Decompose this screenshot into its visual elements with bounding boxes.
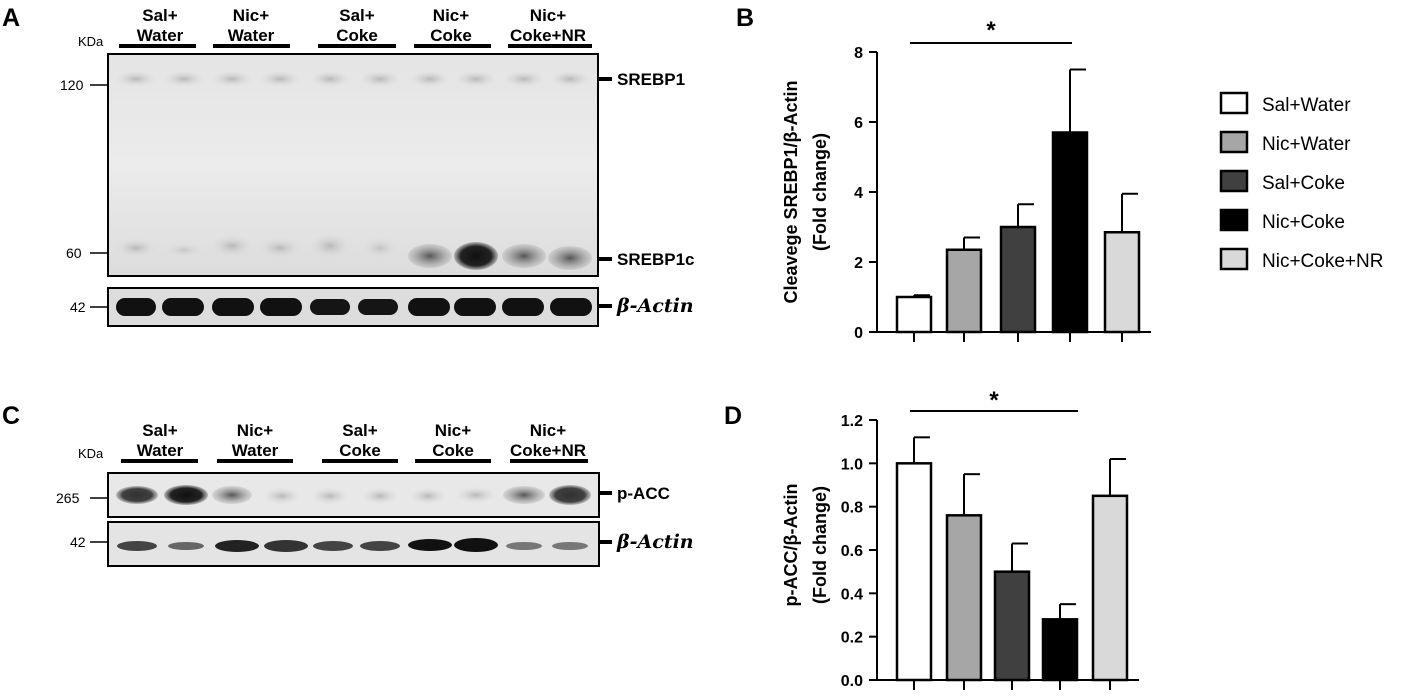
y-axis-label-line1: p-ACC/β-Actin	[781, 484, 801, 607]
blot-a-srebp1-membrane	[107, 53, 599, 277]
blot-c-marker-42: 42	[70, 534, 86, 550]
blot-a-lane-labels: Sal+ Water Nic+ Water Sal+ Coke Nic+ Cok…	[119, 6, 592, 48]
significance-star: *	[986, 17, 996, 44]
legend-swatch-2	[1219, 130, 1249, 154]
bar-chart-b: 0 2 4 6 8 * Cleavege SREBP1/β-Actin (Fold chang…	[781, 17, 1151, 342]
blot-a-marker-120: 120	[60, 77, 84, 93]
legend-label-4: Nic+Coke	[1262, 212, 1345, 233]
legend-swatch-4	[1219, 208, 1249, 232]
blot-c-markers: 265 42	[56, 490, 108, 550]
bar-4	[1051, 131, 1089, 334]
bar-3	[999, 225, 1037, 334]
y-tick-label: 1.2	[841, 413, 863, 430]
bar-2	[945, 248, 983, 334]
y-axis-label-line1: Cleavege SREBP1/β-Actin	[781, 80, 801, 303]
blot-c-label-pacc: p-ACC	[617, 484, 670, 503]
blot-a-group-4-line2: Coke	[430, 26, 472, 45]
blot-a-marker-60: 60	[66, 245, 82, 261]
blot-a-actin-bands	[116, 298, 592, 316]
blot-c: KDa Sal+ Water Nic+ Water Sal+ Coke Nic+…	[56, 421, 694, 567]
blot-c-group-1-line2: Water	[137, 441, 184, 460]
blot-a-group-2-line2: Water	[228, 26, 275, 45]
bar-2	[945, 514, 983, 682]
blot-a-label-srebp1c: SREBP1c	[617, 250, 694, 269]
blot-c-label-actin: β-Actin	[616, 531, 694, 553]
blot-a-group-5-line2: Coke+NR	[510, 26, 586, 45]
y-tick-label: 0	[854, 325, 863, 342]
blot-c-actin-bands	[117, 538, 588, 552]
blot-a-group-3-line2: Coke	[336, 26, 378, 45]
panel-label-d: D	[724, 402, 742, 430]
blot-a-group-3-line1: Sal+	[339, 6, 375, 25]
blot-a-group-5-line1: Nic+	[530, 6, 566, 25]
blot-c-group-3-line2: Coke	[339, 441, 381, 460]
legend-label-2: Nic+Water	[1262, 134, 1351, 155]
y-tick-label: 4	[854, 185, 863, 202]
blot-a-group-1-line1: Sal+	[142, 6, 178, 25]
blot-a-group-4-line1: Nic+	[433, 6, 469, 25]
y-axis-label-line2: (Fold change)	[810, 133, 830, 251]
bar-5	[1103, 231, 1141, 334]
y-tick-label: 6	[854, 115, 863, 132]
blot-a-label-srebp1: SREBP1	[617, 70, 685, 89]
legend-swatch-1	[1219, 91, 1249, 115]
legend-label-5: Nic+Coke+NR	[1262, 251, 1383, 272]
blot-a: KDa Sal+ Water Nic+ Water Sal+ Coke Nic+…	[60, 6, 694, 327]
blot-c-group-4-line1: Nic+	[435, 421, 471, 440]
blot-c-group-1-line1: Sal+	[142, 421, 178, 440]
blot-c-group-4-line2: Coke	[432, 441, 474, 460]
y-tick-label: 2	[854, 255, 863, 272]
panel-label-b: B	[736, 4, 754, 32]
legend: Sal+Water Nic+Water Sal+Coke Nic+Coke Nic+Co…	[1219, 91, 1383, 272]
blot-c-lane-labels: Sal+ Water Nic+ Water Sal+ Coke Nic+ Cok…	[121, 421, 588, 463]
blot-a-protein-labels: SREBP1 SREBP1c β-Actin	[598, 70, 694, 317]
blot-c-group-5-line2: Coke+NR	[510, 441, 586, 460]
bar-3	[993, 570, 1031, 682]
bar-1	[895, 462, 933, 682]
blot-c-kda-label: KDa	[78, 446, 104, 461]
y-tick-label: 0.0	[841, 673, 863, 690]
blot-a-marker-42: 42	[70, 299, 86, 315]
blot-c-group-5-line1: Nic+	[530, 421, 566, 440]
legend-swatch-3	[1219, 169, 1249, 193]
blot-a-group-1-line2: Water	[137, 26, 184, 45]
bar-5	[1091, 494, 1129, 682]
legend-swatch-5	[1219, 247, 1249, 271]
blot-c-group-3-line1: Sal+	[342, 421, 378, 440]
blot-a-srebp1-bands	[116, 71, 590, 87]
blot-a-srebp1c-bands	[116, 234, 592, 270]
blot-a-kda-label: KDa	[78, 34, 104, 49]
bar-1	[895, 295, 933, 334]
y-tick-label: 1.0	[841, 456, 863, 473]
blot-a-markers: 120 60 42	[60, 77, 108, 315]
blot-c-pacc-bands	[116, 485, 591, 505]
bar-4	[1041, 618, 1079, 682]
y-tick-label: 0.6	[841, 543, 863, 560]
bar-chart-d: 0.0 0.2 0.4 0.6 0.8 1.0 1.2 * p-ACC/β-Actin (Fold…	[781, 387, 1139, 690]
blot-c-group-2-line2: Water	[232, 441, 279, 460]
y-tick-label: 8	[854, 45, 863, 62]
panel-label-c: C	[2, 402, 20, 430]
y-axis-label-line2: (Fold change)	[810, 486, 830, 604]
panel-label-a: A	[2, 4, 20, 32]
y-tick-label: 0.2	[841, 630, 863, 647]
significance-star: *	[989, 387, 999, 414]
blot-c-group-2-line1: Nic+	[237, 421, 273, 440]
y-tick-label: 0.8	[841, 500, 863, 517]
y-tick-label: 0.4	[841, 586, 863, 603]
blot-c-marker-265: 265	[56, 490, 80, 506]
blot-a-group-2-line1: Nic+	[233, 6, 269, 25]
blot-a-label-actin: β-Actin	[616, 295, 694, 317]
legend-label-3: Sal+Coke	[1262, 173, 1345, 194]
legend-label-1: Sal+Water	[1262, 95, 1351, 116]
blot-c-protein-labels: p-ACC β-Actin	[599, 484, 694, 553]
